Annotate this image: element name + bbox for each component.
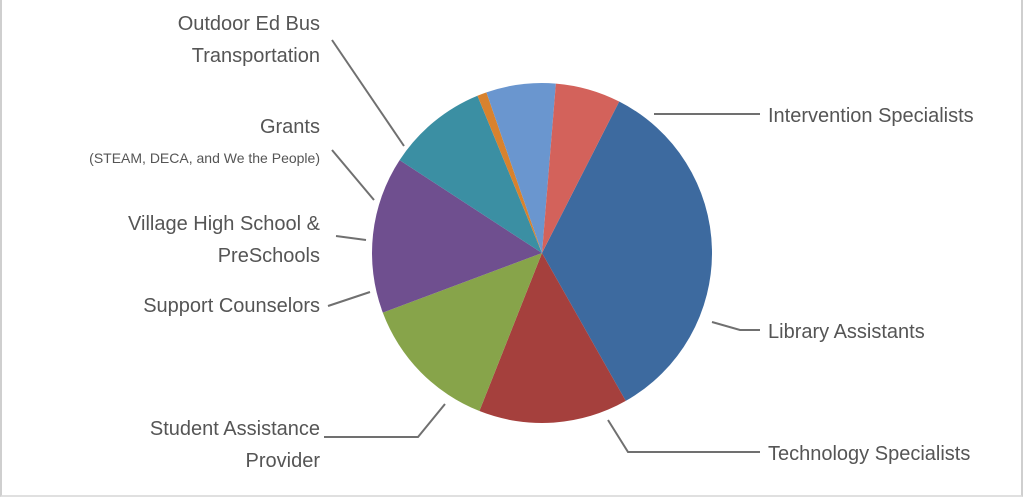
slice-label-outdoor-ed-bus-transportation-line-1: Outdoor Ed Bus (178, 13, 320, 35)
slice-label-intervention-specialists: Intervention Specialists (768, 105, 974, 127)
slice-label-outdoor-ed-bus-transportation-line-2: Transportation (192, 45, 320, 67)
leader-line-technology-specialists (607, 419, 760, 453)
leader-line-grants-steam-deca-and-we-the-people (331, 149, 375, 201)
slice-label-technology-specialists: Technology Specialists (768, 443, 970, 465)
slice-label-village-high-school-preschools-line-1: Village High School & (128, 213, 321, 235)
pie-slice-technology-specialists (382, 253, 542, 412)
slice-label-village-high-school-preschools-line-2: PreSchools (218, 245, 320, 267)
leader-line-student-assistance-provider (324, 403, 446, 438)
pie-slice-village-high-school-preschools (477, 92, 542, 253)
pie-slice-student-assistance-provider (372, 160, 542, 313)
leader-line-outdoor-ed-bus-transportation (331, 39, 405, 147)
pie-slice-support-counselors (399, 95, 542, 254)
pie-slice-grants-steam-deca-and-we-the-people (486, 83, 556, 253)
pie-slice-outdoor-ed-bus-transportation (542, 83, 620, 253)
leader-line-support-counselors (327, 291, 371, 307)
slice-label-library-assistants: Library Assistants (768, 321, 925, 343)
slice-label-support-counselors: Support Counselors (143, 295, 320, 317)
leader-line-village-high-school-preschools (335, 235, 367, 241)
slice-label-student-assistance-provider-line-1: Student Assistance (150, 418, 320, 440)
slice-labels: Intervention Specialists Library Assistan… (89, 13, 974, 472)
slice-label-grants-steam-deca-and-we-the-people-line-1: Grants (260, 116, 320, 138)
pie-slices (372, 83, 712, 423)
leader-lines (324, 39, 760, 453)
slice-label-grants-steam-deca-and-we-the-people-line-2: (STEAM, DECA, and We the People) (89, 150, 320, 166)
leader-line-library-assistants (711, 321, 760, 331)
pie-slice-library-assistants (479, 253, 626, 423)
slice-label-student-assistance-provider-line-2: Provider (246, 450, 321, 472)
pie-slice-intervention-specialists (542, 101, 712, 401)
